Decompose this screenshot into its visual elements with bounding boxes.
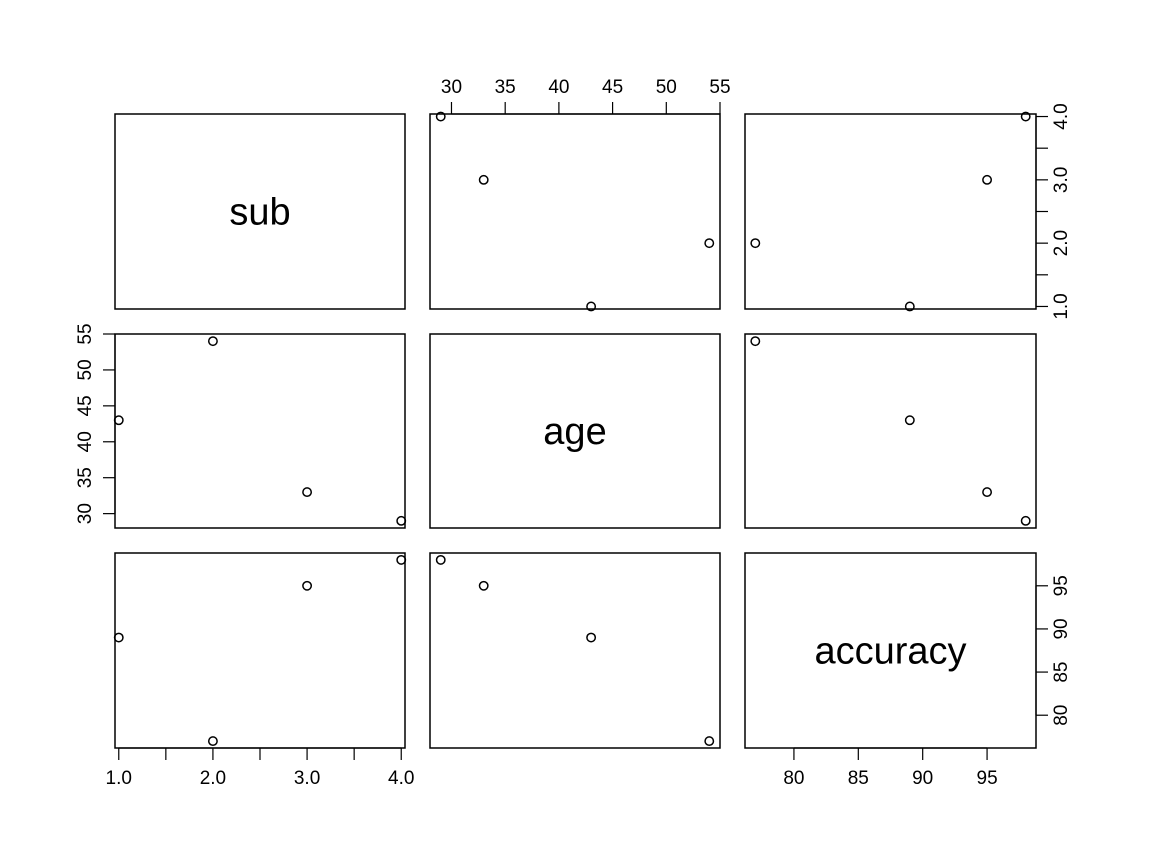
point-accuracy-vs-age-2 — [704, 736, 715, 747]
point-age-vs-accuracy-4 — [1020, 515, 1031, 526]
panel-sub-vs-age — [429, 113, 721, 310]
point-accuracy-vs-age-4 — [435, 554, 446, 565]
point-sub-vs-age-2 — [704, 238, 715, 249]
tick-label-age: 50 — [75, 359, 96, 380]
point-age-vs-sub-2 — [207, 336, 218, 347]
tick-label-accuracy: 85 — [848, 768, 869, 789]
point-sub-vs-age-4 — [435, 111, 446, 122]
point-age-vs-accuracy-3 — [982, 487, 993, 498]
panel-age-vs-age — [429, 333, 721, 529]
panel-age-vs-sub — [114, 333, 406, 529]
tick-label-sub: 4.0 — [388, 768, 414, 789]
tick-label-accuracy: 85 — [1051, 662, 1072, 683]
tick-label-age: 50 — [656, 77, 677, 98]
variable-name-age: age — [543, 411, 606, 453]
tick-label-age: 40 — [548, 77, 569, 98]
tick-label-sub: 1.0 — [106, 768, 132, 789]
tick-label-accuracy: 95 — [977, 768, 998, 789]
variable-name-accuracy: accuracy — [814, 631, 966, 673]
tick-label-accuracy: 95 — [1051, 575, 1072, 596]
tick-label-age: 30 — [75, 503, 96, 524]
panel-accuracy-vs-sub — [114, 552, 406, 749]
point-accuracy-vs-sub-3 — [302, 580, 313, 591]
point-age-vs-accuracy-1 — [904, 415, 915, 426]
tick-label-age: 40 — [75, 431, 96, 452]
point-sub-vs-accuracy-1 — [904, 301, 915, 312]
tick-label-accuracy: 80 — [783, 768, 804, 789]
point-sub-vs-accuracy-2 — [750, 238, 761, 249]
panel-sub-vs-accuracy — [744, 113, 1037, 310]
tick-label-age: 35 — [75, 467, 96, 488]
point-sub-vs-age-1 — [586, 301, 597, 312]
tick-label-accuracy: 80 — [1051, 705, 1072, 726]
point-sub-vs-age-3 — [478, 174, 489, 185]
tick-label-age: 45 — [75, 395, 96, 416]
tick-label-age: 35 — [495, 77, 516, 98]
point-sub-vs-accuracy-4 — [1020, 111, 1031, 122]
tick-label-sub: 3.0 — [1051, 167, 1072, 193]
tick-label-age: 30 — [441, 77, 462, 98]
variable-name-sub: sub — [229, 192, 290, 234]
tick-label-accuracy: 90 — [912, 768, 933, 789]
point-age-vs-accuracy-2 — [750, 336, 761, 347]
tick-label-sub: 1.0 — [1051, 293, 1072, 319]
point-accuracy-vs-age-3 — [478, 580, 489, 591]
panel-age-vs-accuracy — [744, 333, 1037, 529]
point-sub-vs-accuracy-3 — [982, 174, 993, 185]
tick-label-age: 45 — [602, 77, 623, 98]
tick-label-sub: 4.0 — [1051, 103, 1072, 129]
point-accuracy-vs-sub-1 — [113, 632, 124, 643]
point-age-vs-sub-1 — [113, 415, 124, 426]
tick-label-sub: 3.0 — [294, 768, 320, 789]
point-age-vs-sub-4 — [396, 515, 407, 526]
point-age-vs-sub-3 — [302, 487, 313, 498]
tick-label-sub: 2.0 — [1051, 230, 1072, 256]
tick-label-age: 55 — [709, 77, 730, 98]
tick-label-age: 55 — [75, 323, 96, 344]
panel-sub-vs-sub — [114, 113, 406, 310]
tick-label-sub: 2.0 — [200, 768, 226, 789]
panel-accuracy-vs-age — [429, 552, 721, 749]
point-accuracy-vs-sub-2 — [207, 736, 218, 747]
point-accuracy-vs-sub-4 — [396, 554, 407, 565]
tick-label-accuracy: 90 — [1051, 618, 1072, 639]
point-accuracy-vs-age-1 — [586, 632, 597, 643]
